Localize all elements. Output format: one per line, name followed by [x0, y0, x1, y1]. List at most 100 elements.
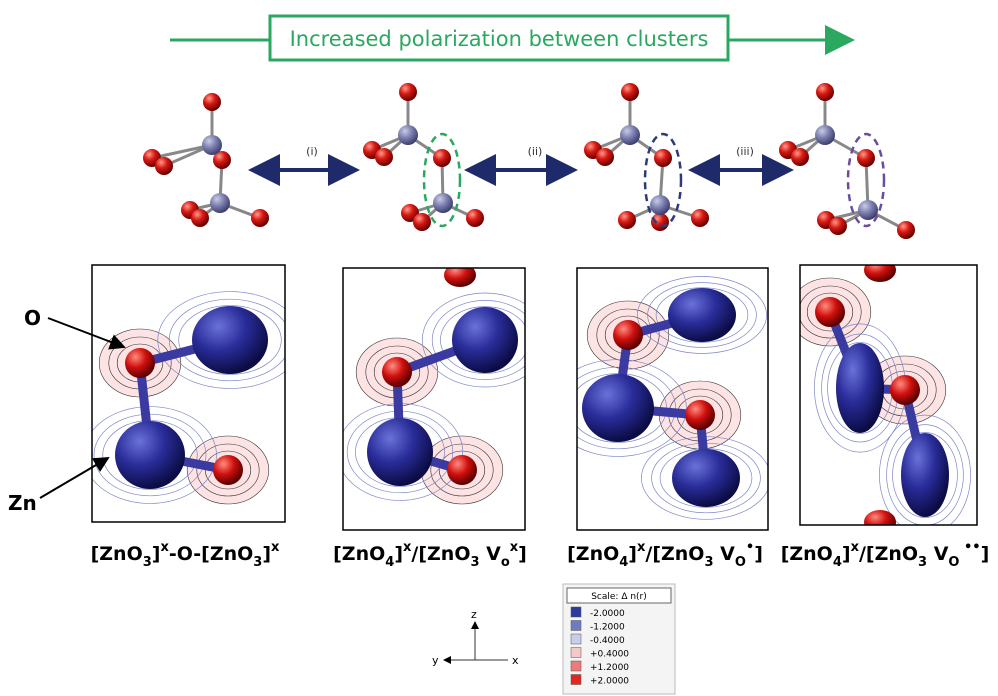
- caption-part: ]: [262, 543, 271, 565]
- caption-part: 4: [833, 555, 842, 570]
- caption-part: V: [714, 543, 736, 565]
- axes-glyph: z y x: [432, 608, 519, 667]
- oxygen-atom: [375, 148, 393, 166]
- oxygen-atom: [203, 93, 221, 111]
- density-panel: [337, 263, 547, 530]
- caption-part: O: [948, 555, 959, 570]
- oxygen-atom: [413, 213, 431, 231]
- caption-part: ]: [152, 543, 161, 565]
- caption-part: 4: [619, 555, 628, 570]
- legend-swatch: [571, 634, 581, 644]
- oxygen-atom: [251, 209, 269, 227]
- caption-part: ]: [628, 543, 637, 565]
- oxygen-density: [685, 400, 715, 430]
- legend-label: +1.2000: [590, 663, 629, 673]
- zinc-density: [452, 307, 518, 373]
- caption-part: [ZnO: [91, 543, 143, 565]
- oxygen-atom: [651, 213, 669, 231]
- zinc-atom: [398, 125, 418, 145]
- zinc-atom: [815, 125, 835, 145]
- caption-part: 3: [470, 555, 479, 570]
- oxygen-atom: [816, 83, 834, 101]
- oxygen-atom: [691, 209, 709, 227]
- density-panel: [84, 265, 303, 522]
- captions: [ZnO3]x-O-[ZnO3]x[ZnO4]x/[ZnO3 Vox][ZnO4…: [91, 540, 990, 570]
- caption-part: ]: [842, 543, 851, 565]
- caption-part: 3: [143, 555, 152, 570]
- legend-title: Scale: Δ n(r): [591, 592, 647, 602]
- oxygen-atom: [596, 148, 614, 166]
- caption-part: V: [480, 543, 502, 565]
- oxygen-density: [213, 455, 243, 485]
- oxygen-density: [447, 455, 477, 485]
- oxygen-atom: [399, 83, 417, 101]
- zinc-density: [668, 288, 736, 342]
- zinc-atom: [202, 135, 222, 155]
- legend-label: +2.0000: [590, 677, 629, 687]
- legend-swatch: [571, 607, 581, 617]
- caption-part: 3: [253, 555, 262, 570]
- zinc-atom: [858, 200, 878, 220]
- legend-swatch: [571, 648, 581, 658]
- legend-swatch: [571, 675, 581, 685]
- step-label: (ii): [528, 145, 543, 158]
- oxygen-density: [815, 297, 845, 327]
- axis-label: x: [512, 654, 519, 667]
- oxygen-atom: [433, 149, 451, 167]
- caption-part: [ZnO: [781, 543, 833, 565]
- caption: [ZnO3]x-O-[ZnO3]x: [91, 540, 280, 570]
- zinc-atom: [620, 125, 640, 145]
- caption-part: /[ZnO: [645, 543, 704, 565]
- oxygen-density: [382, 357, 412, 387]
- density-panel: [789, 258, 977, 535]
- caption-part: [ZnO: [333, 543, 385, 565]
- edge-density: [444, 263, 476, 287]
- oxygen-atom: [897, 221, 915, 239]
- caption-part: ]: [518, 543, 527, 565]
- caption: [ZnO4]x/[ZnO3 VO ••]: [781, 540, 990, 570]
- zinc-density: [192, 306, 268, 374]
- caption: [ZnO4]x/[ZnO3 Vox]: [333, 540, 527, 570]
- legend-label: +0.4000: [590, 650, 629, 660]
- caption-part: [ZnO: [567, 543, 619, 565]
- oxygen-density: [613, 320, 643, 350]
- caption-part: /[ZnO: [859, 543, 918, 565]
- zinc-density: [901, 433, 949, 517]
- legend-swatch: [571, 661, 581, 671]
- legend-label: -0.4000: [590, 636, 625, 646]
- caption-part: -O-[ZnO: [169, 543, 253, 565]
- caption-part: ]: [981, 543, 990, 565]
- oxygen-atom: [191, 209, 209, 227]
- zinc-density: [836, 343, 884, 433]
- step-label: (iii): [736, 145, 754, 158]
- zinc-density: [367, 418, 433, 486]
- zinc-atom: [210, 193, 230, 213]
- oxygen-density: [125, 348, 155, 378]
- caption: [ZnO4]x/[ZnO3 VO•]: [567, 540, 763, 570]
- zinc-density: [582, 374, 654, 442]
- zinc-atom: [650, 195, 670, 215]
- oxygen-atom: [466, 209, 484, 227]
- zinc-atom: [433, 193, 453, 213]
- caption-part: /[ZnO: [411, 543, 470, 565]
- zinc-density: [115, 421, 185, 489]
- oxygen-atom: [621, 83, 639, 101]
- oxygen-atom: [791, 148, 809, 166]
- axis-label: z: [471, 608, 477, 621]
- zinc-density: [672, 449, 740, 507]
- caption-part: 4: [385, 555, 394, 570]
- legend-swatch: [571, 621, 581, 631]
- edge-density: [864, 510, 896, 534]
- oxygen-atom: [829, 217, 847, 235]
- caption-part: ]: [394, 543, 403, 565]
- caption-part: 3: [918, 555, 927, 570]
- step-label: (i): [306, 145, 318, 158]
- caption-part: •: [746, 540, 754, 555]
- atom-label: Zn: [8, 491, 37, 515]
- caption-part: ••: [959, 540, 980, 555]
- oxygen-atom: [857, 149, 875, 167]
- legend: Scale: Δ n(r) -2.0000-1.2000-0.4000+0.40…: [563, 584, 675, 694]
- edge-density: [864, 258, 896, 282]
- density-panel: [550, 268, 771, 530]
- caption-part: x: [271, 540, 280, 555]
